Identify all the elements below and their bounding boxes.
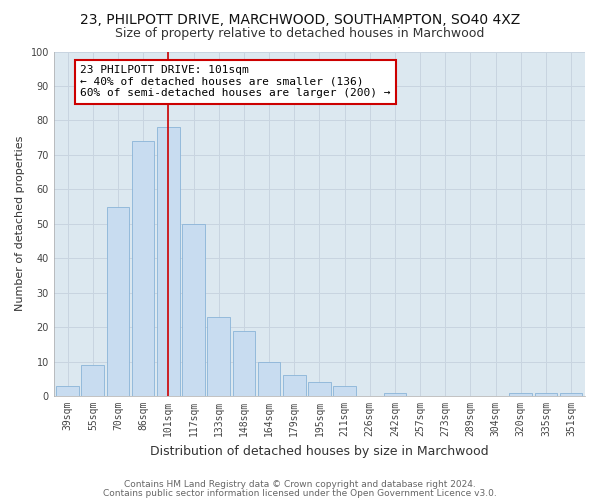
Bar: [132, 141, 154, 396]
Bar: [509, 392, 532, 396]
Bar: [308, 382, 331, 396]
X-axis label: Distribution of detached houses by size in Marchwood: Distribution of detached houses by size …: [150, 444, 489, 458]
Text: Size of property relative to detached houses in Marchwood: Size of property relative to detached ho…: [115, 28, 485, 40]
Text: Contains HM Land Registry data © Crown copyright and database right 2024.: Contains HM Land Registry data © Crown c…: [124, 480, 476, 489]
Text: 23 PHILPOTT DRIVE: 101sqm
← 40% of detached houses are smaller (136)
60% of semi: 23 PHILPOTT DRIVE: 101sqm ← 40% of detac…: [80, 66, 391, 98]
Bar: [107, 206, 130, 396]
Bar: [82, 365, 104, 396]
Bar: [560, 392, 583, 396]
Bar: [333, 386, 356, 396]
Bar: [233, 330, 255, 396]
Text: 23, PHILPOTT DRIVE, MARCHWOOD, SOUTHAMPTON, SO40 4XZ: 23, PHILPOTT DRIVE, MARCHWOOD, SOUTHAMPT…: [80, 12, 520, 26]
Bar: [258, 362, 280, 396]
Bar: [208, 317, 230, 396]
Y-axis label: Number of detached properties: Number of detached properties: [15, 136, 25, 312]
Bar: [535, 392, 557, 396]
Bar: [157, 128, 179, 396]
Bar: [56, 386, 79, 396]
Bar: [182, 224, 205, 396]
Bar: [383, 392, 406, 396]
Text: Contains public sector information licensed under the Open Government Licence v3: Contains public sector information licen…: [103, 488, 497, 498]
Bar: [283, 376, 305, 396]
